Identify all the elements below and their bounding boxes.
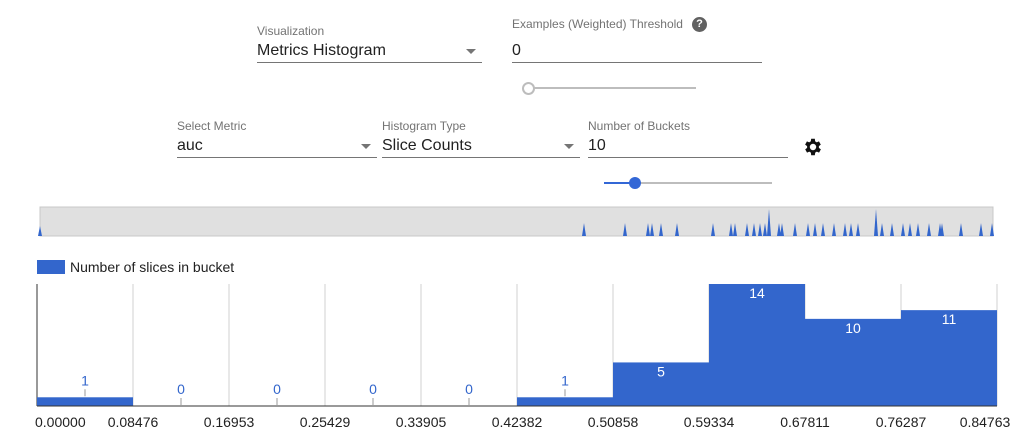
overview-spike — [821, 223, 825, 236]
bar-value-label: 0 — [465, 381, 473, 397]
overview-spike — [843, 223, 847, 236]
x-tick-label: 0.76287 — [876, 414, 927, 430]
overview-spike — [763, 223, 767, 236]
overview-spike — [908, 223, 912, 236]
overview-spike — [659, 223, 663, 236]
overview-spike — [752, 223, 756, 236]
overview-spike — [927, 223, 931, 236]
overview-spike — [729, 223, 733, 236]
histogram-type-label: Histogram Type — [382, 119, 466, 133]
bar-value-label: 0 — [273, 381, 281, 397]
histogram-type-select[interactable]: Slice Counts — [382, 135, 580, 158]
overview-spike — [767, 209, 771, 236]
overview-spike — [758, 223, 762, 236]
overview-spike — [711, 223, 715, 236]
dropdown-arrow-icon — [361, 144, 371, 149]
threshold-slider-thumb[interactable] — [522, 82, 535, 95]
overview-spike — [777, 223, 781, 236]
visualization-select[interactable]: Metrics Histogram — [257, 40, 482, 63]
x-tick-label: 0.16953 — [204, 414, 255, 430]
help-circle-icon[interactable]: ? — [692, 17, 707, 32]
x-tick-label: 0.42382 — [492, 414, 543, 430]
threshold-value: 0 — [512, 42, 521, 59]
buckets-slider[interactable] — [604, 182, 772, 184]
threshold-label: Examples (Weighted) Threshold — [512, 17, 683, 31]
x-tick-label: 0.33905 — [396, 414, 447, 430]
bar-value-label: 0 — [177, 381, 185, 397]
bar-value-label: 1 — [561, 372, 569, 388]
overview-spike — [646, 223, 650, 236]
x-tick-label: 0.25429 — [300, 414, 351, 430]
histogram-bar — [517, 397, 613, 406]
overview-spike — [832, 223, 836, 236]
threshold-slider[interactable] — [528, 87, 696, 89]
dropdown-arrow-icon — [466, 49, 476, 54]
buckets-label: Number of Buckets — [588, 119, 691, 133]
buckets-slider-thumb[interactable] — [629, 177, 641, 189]
bar-value-label: 1 — [81, 372, 89, 388]
overview-spike — [890, 223, 894, 236]
overview-spike — [849, 223, 853, 236]
overview-spike — [582, 223, 586, 236]
overview-spike — [880, 223, 884, 236]
overview-spike — [901, 223, 905, 236]
buckets-input[interactable]: 10 — [588, 135, 788, 158]
overview-spike — [793, 223, 797, 236]
visualization-value: Metrics Histogram — [257, 42, 386, 59]
legend-label: Number of slices in bucket — [70, 259, 234, 275]
overview-spike — [979, 223, 983, 236]
buckets-value: 10 — [588, 137, 606, 154]
overview-spike — [813, 223, 817, 236]
visualization-label: Visualization — [257, 24, 325, 38]
bar-value-label: 10 — [845, 320, 861, 336]
overview-spike — [733, 223, 737, 236]
histogram-bar — [709, 284, 805, 406]
dropdown-arrow-icon — [564, 144, 574, 149]
threshold-input[interactable]: 0 — [512, 40, 762, 63]
x-tick-label: 0.84763 — [960, 414, 1011, 430]
overview-spike — [650, 223, 654, 236]
histogram-bar — [805, 318, 901, 406]
histogram-type-value: Slice Counts — [382, 137, 472, 154]
bar-value-label: 5 — [657, 363, 665, 379]
overview-spike — [990, 223, 994, 236]
histogram-bar — [37, 397, 133, 406]
overview-spike — [675, 223, 679, 236]
overview-spike — [745, 223, 749, 236]
overview-spike — [806, 223, 810, 236]
bar-value-label: 0 — [369, 381, 377, 397]
buckets-slider-fill — [604, 182, 635, 184]
overview-spike — [916, 223, 920, 236]
metric-value: auc — [177, 137, 203, 154]
legend-swatch — [37, 260, 65, 274]
bar-value-label: 11 — [942, 311, 957, 327]
overview-spike — [856, 223, 860, 236]
metric-select[interactable]: auc — [177, 135, 377, 158]
x-tick-label: 0.59334 — [684, 414, 735, 430]
gear-icon[interactable] — [802, 136, 824, 158]
histogram-bar — [901, 310, 997, 406]
overview-brush — [39, 206, 994, 237]
overview-spike — [940, 223, 944, 236]
overview-spike — [623, 223, 627, 236]
histogram-bar — [613, 362, 709, 406]
x-tick-label: 0.67811 — [780, 414, 830, 430]
x-tick-label: 0.50858 — [588, 414, 639, 430]
overview-spike — [38, 226, 42, 236]
overview-spike — [874, 209, 878, 236]
x-tick-label: 0.00000 — [35, 414, 86, 430]
overview-spike — [959, 223, 963, 236]
bar-value-label: 14 — [749, 285, 765, 301]
overview-spike — [780, 223, 784, 236]
metric-label: Select Metric — [177, 119, 247, 133]
x-tick-label: 0.08476 — [108, 414, 159, 430]
